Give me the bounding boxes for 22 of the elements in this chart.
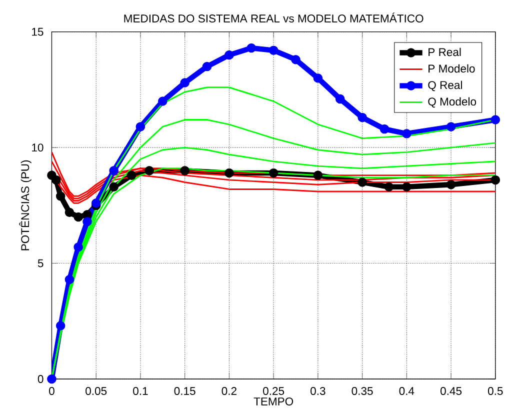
x-tick-label: 0.35 xyxy=(352,387,373,396)
x-tick-label: 0.4 xyxy=(399,387,414,396)
y-tick-label: 0 xyxy=(38,375,44,384)
legend-label: Q Real xyxy=(428,80,462,92)
x-tick-label: 0.5 xyxy=(488,387,503,396)
x-tick-label: 0.1 xyxy=(133,387,148,396)
x-tick-label: 0.05 xyxy=(86,387,107,396)
x-axis-title: TEMPO xyxy=(254,398,294,406)
legend-label: Q Modelo xyxy=(428,97,476,108)
legend-label: P Modelo xyxy=(428,64,475,73)
x-tick-label: 0.25 xyxy=(263,387,284,396)
y-tick-label: 5 xyxy=(38,259,44,268)
x-tick-label: 0 xyxy=(49,387,54,396)
x-tick-label: 0.15 xyxy=(174,387,196,396)
chart-title: MEDIDAS DO SISTEMA REAL vs MODELO MATEMÁTICO xyxy=(124,12,424,23)
x-tick-label: 0.3 xyxy=(310,387,326,396)
x-tick-label: 0.45 xyxy=(440,387,462,396)
x-tick-label: 0.2 xyxy=(222,387,236,396)
legend-label: P Real xyxy=(428,48,461,56)
y-tick-label: 10 xyxy=(32,144,44,152)
y-tick-label: 15 xyxy=(32,28,44,36)
y-axis-title: POTÊNCIAS (PU) xyxy=(19,160,32,250)
